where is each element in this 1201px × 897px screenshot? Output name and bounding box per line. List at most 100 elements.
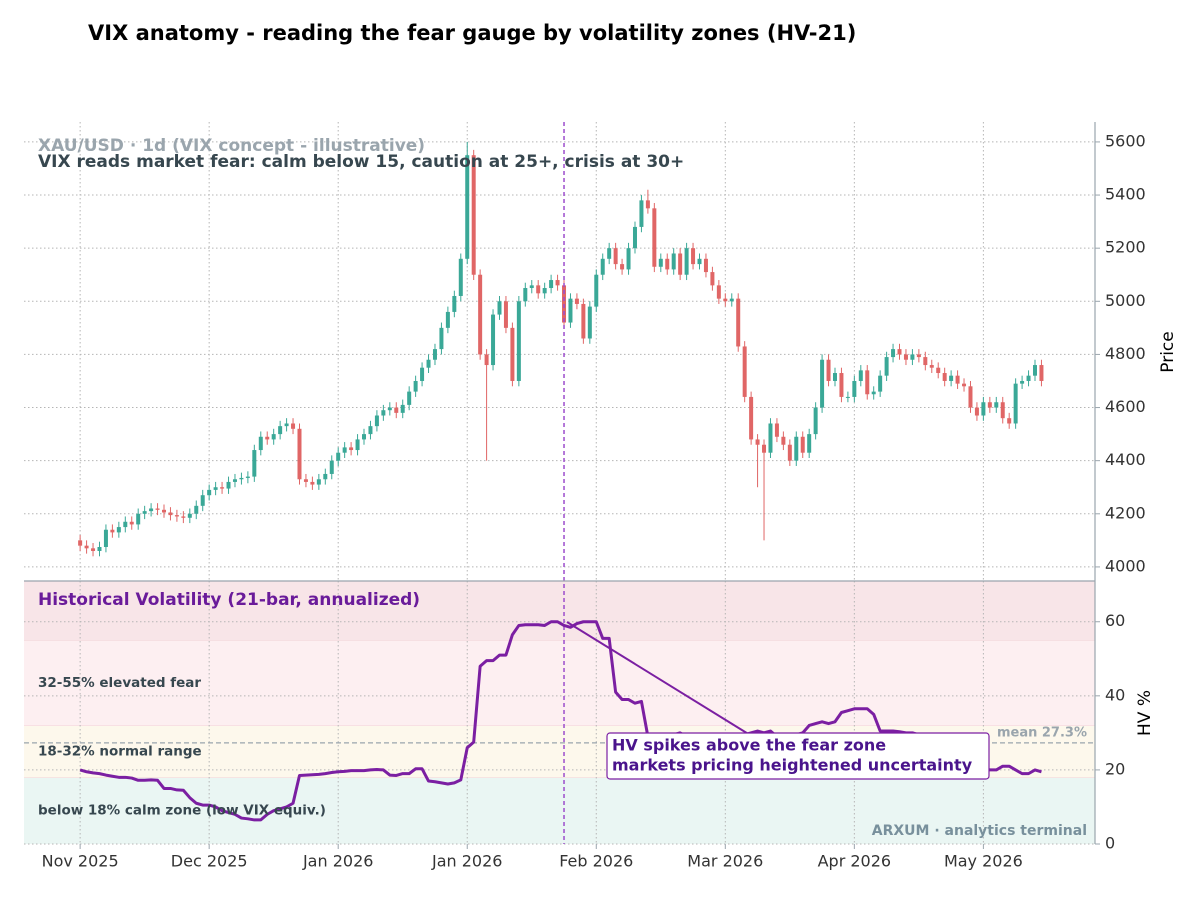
candle-body — [774, 423, 779, 437]
candle-body — [826, 359, 831, 381]
candle-body — [232, 479, 237, 482]
candle-body — [394, 407, 399, 413]
candle-body — [594, 274, 599, 307]
y-axis-label: Price — [1158, 331, 1178, 372]
candle-body — [220, 487, 225, 489]
zone-label: below 18% calm zone (low VIX equiv.) — [38, 803, 326, 819]
candle-body — [271, 434, 276, 440]
candle-body — [910, 354, 915, 360]
candle-body — [768, 423, 773, 453]
candle-body — [187, 513, 192, 518]
candle-body — [936, 367, 941, 374]
panel-subtitle: VIX reads market fear: calm below 15, ca… — [38, 152, 684, 172]
x-tick-label: Jan 2026 — [302, 852, 373, 871]
candle-body — [607, 248, 612, 259]
candle-body — [529, 285, 534, 289]
candle-body — [968, 386, 973, 408]
candle-body — [555, 280, 560, 286]
candle-body — [439, 327, 444, 350]
candle-body — [684, 248, 689, 275]
candle-body — [678, 253, 683, 275]
candle-body — [871, 391, 876, 395]
candle-body — [136, 513, 141, 525]
candle-body — [542, 288, 547, 294]
candle-body — [1000, 402, 1005, 419]
candle-body — [794, 436, 799, 461]
candle-body — [78, 540, 83, 546]
candle-body — [413, 380, 418, 392]
candle-body — [516, 301, 521, 381]
candle-body — [632, 226, 637, 249]
candle-body — [291, 423, 296, 429]
candle-body — [929, 365, 934, 368]
candle-body — [878, 375, 883, 392]
x-tick-label: Nov 2025 — [42, 852, 119, 871]
candle-body — [729, 298, 734, 302]
candle-body — [491, 314, 496, 366]
y-tick-label: 5000 — [1105, 291, 1146, 310]
candle-body — [600, 258, 605, 275]
candle-body — [1026, 375, 1031, 381]
chart-title: VIX anatomy - reading the fear gauge by … — [88, 21, 856, 45]
candle-body — [91, 548, 96, 551]
zone-label: 18-32% normal range — [38, 743, 202, 759]
candle-body — [355, 439, 360, 451]
y-tick-label: 5600 — [1105, 131, 1146, 150]
candle-body — [239, 477, 244, 480]
candle-body — [503, 301, 508, 328]
candle-body — [562, 285, 567, 323]
candle-body — [536, 285, 541, 294]
candle-body — [452, 295, 457, 312]
candle-body — [149, 508, 154, 512]
y-tick-label: 60 — [1105, 611, 1125, 630]
x-tick-label: Dec 2025 — [171, 852, 248, 871]
candle-body — [142, 511, 147, 514]
candle-body — [884, 357, 889, 376]
candle-body — [310, 481, 315, 485]
candle-body — [903, 354, 908, 360]
annotation-arrow — [566, 621, 751, 736]
candle-body — [465, 155, 470, 259]
candle-body — [497, 301, 502, 315]
candle-body — [549, 280, 554, 289]
y-tick-label: 0 — [1105, 834, 1115, 853]
candle-body — [123, 521, 128, 528]
candle-body — [336, 452, 341, 461]
candle-body — [923, 357, 928, 366]
candle-body — [813, 407, 818, 435]
candle-body — [426, 359, 431, 368]
candle-body — [323, 473, 328, 480]
annotation-text: HV spikes above the fear zone — [612, 736, 886, 755]
y-tick-label: 4400 — [1105, 450, 1146, 469]
candle-body — [155, 508, 160, 510]
y-tick-label: 5200 — [1105, 238, 1146, 257]
candle-body — [723, 298, 728, 302]
candle-body — [1007, 418, 1012, 424]
candle-body — [168, 512, 173, 516]
candle-body — [897, 349, 902, 355]
candle-body — [381, 410, 386, 416]
text-layer: 4000 4200 4400 4600 4800 5000 5200 5400 5600 belo… — [38, 131, 1146, 870]
candle-body — [1039, 365, 1044, 381]
candle-body — [297, 428, 302, 480]
hv-title: Historical Volatility (21-bar, annualize… — [38, 590, 420, 610]
candle-body — [891, 349, 896, 358]
candle-body — [858, 370, 863, 381]
candle-body — [626, 248, 631, 270]
candle-body — [207, 489, 212, 496]
candle-body — [278, 426, 283, 435]
candle-body — [432, 349, 437, 360]
candle-body — [568, 298, 573, 323]
candle-body — [523, 288, 528, 302]
candle-body — [265, 436, 270, 440]
candle-body — [181, 516, 186, 518]
candle-body — [852, 380, 857, 397]
candle-body — [97, 547, 102, 551]
y-tick-label: 4600 — [1105, 397, 1146, 416]
candle-body — [574, 298, 579, 304]
candle-body — [742, 346, 747, 397]
y-tick-label: 4800 — [1105, 344, 1146, 363]
candle-body — [471, 155, 476, 275]
candle-body — [484, 354, 489, 366]
